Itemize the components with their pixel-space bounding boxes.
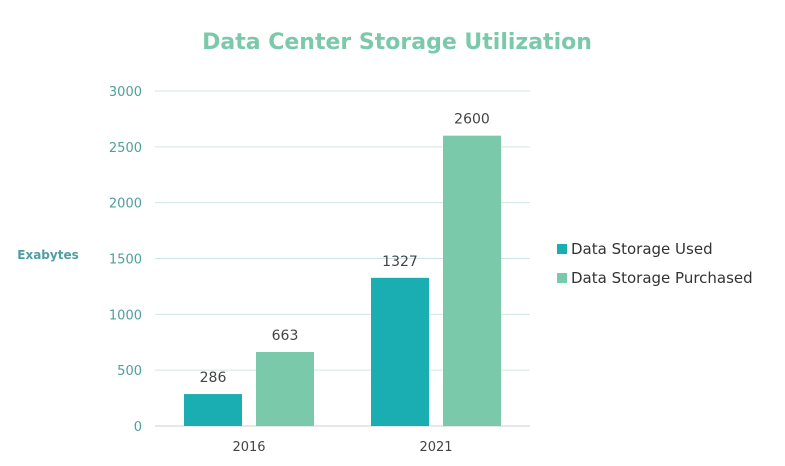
y-tick-label: 3000 bbox=[109, 85, 142, 100]
legend-swatch bbox=[557, 244, 567, 254]
x-tick-label: 2016 bbox=[232, 440, 265, 455]
x-axis-ticks: 2016 2021 bbox=[232, 440, 452, 455]
bar-used-2021 bbox=[371, 277, 429, 426]
y-tick-label: 1000 bbox=[109, 308, 142, 323]
y-axis-label: Exabytes bbox=[17, 248, 78, 262]
bar-purchased-2021 bbox=[443, 135, 501, 426]
data-label: 2600 bbox=[454, 112, 490, 128]
data-label: 663 bbox=[272, 328, 299, 344]
legend-label: Data Storage Used bbox=[571, 240, 713, 258]
x-tick-label: 2021 bbox=[419, 440, 452, 455]
legend-swatch bbox=[557, 273, 567, 283]
data-label: 286 bbox=[200, 370, 227, 386]
chart-title: Data Center Storage Utilization bbox=[202, 30, 592, 55]
gridlines bbox=[155, 90, 530, 427]
y-tick-label: 2000 bbox=[109, 197, 142, 212]
bar-used-2016 bbox=[184, 394, 242, 426]
y-tick-label: 1500 bbox=[109, 253, 142, 268]
legend: Data Storage Used Data Storage Purchased bbox=[557, 240, 753, 287]
data-label: 1327 bbox=[382, 254, 418, 270]
bar-purchased-2016 bbox=[256, 351, 314, 426]
y-tick-label: 2500 bbox=[109, 141, 142, 156]
y-tick-label: 500 bbox=[117, 364, 142, 379]
y-tick-label: 0 bbox=[134, 420, 142, 435]
bars: 286 663 1327 2600 bbox=[184, 112, 501, 426]
legend-label: Data Storage Purchased bbox=[571, 269, 753, 287]
y-axis-ticks: 0 500 1000 1500 2000 2500 3000 bbox=[109, 85, 142, 435]
